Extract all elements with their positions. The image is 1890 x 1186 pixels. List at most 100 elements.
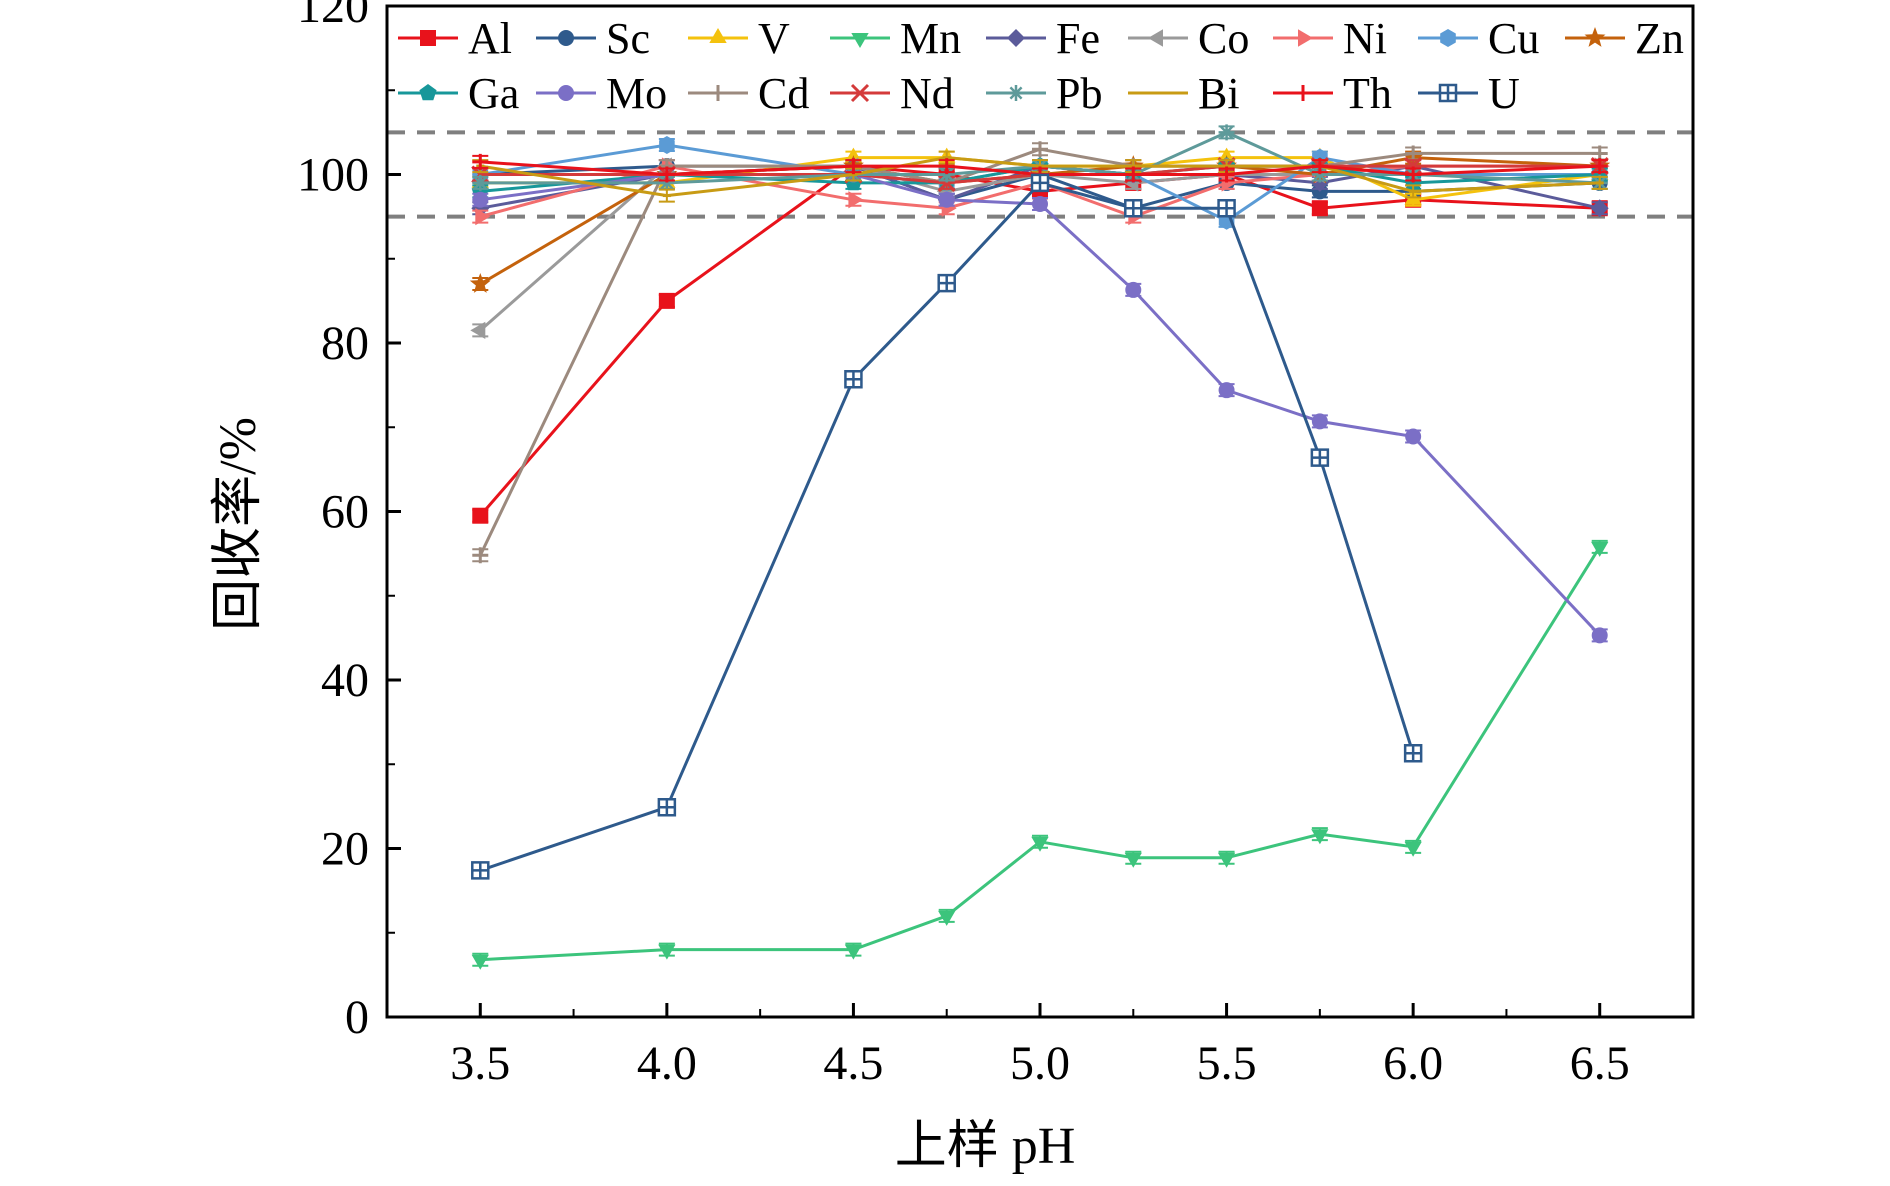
data-point-Zn xyxy=(469,273,491,293)
series-Al xyxy=(472,158,1608,524)
data-point-Cd xyxy=(472,547,489,564)
y-tick-label: 0 xyxy=(345,991,369,1044)
y-tick-label: 100 xyxy=(297,149,369,202)
data-point-Cu xyxy=(659,136,675,154)
series-Bi xyxy=(472,150,1608,203)
legend-marker-Mn xyxy=(851,33,869,48)
data-point-Mn xyxy=(938,910,956,926)
legend-item-Th: Th xyxy=(1273,69,1392,118)
data-point-Al xyxy=(472,507,489,524)
data-point-Mo xyxy=(1591,627,1608,644)
legend-item-Mo: Mo xyxy=(536,69,667,118)
legend-item-Pb: Pb xyxy=(986,69,1102,118)
legend-label-Bi: Bi xyxy=(1198,69,1240,118)
legend-item-Al: Al xyxy=(398,14,512,63)
legend-marker-Mo xyxy=(558,85,574,101)
legend-item-Ni: Ni xyxy=(1273,14,1387,63)
series-group xyxy=(469,124,1611,970)
y-tick-label: 60 xyxy=(321,486,369,539)
legend-item-V: V xyxy=(688,14,790,63)
data-point-Nd xyxy=(1404,157,1423,176)
data-point-U xyxy=(471,861,490,880)
y-axis-title: 回收率/% xyxy=(210,417,267,631)
data-point-Pb xyxy=(1218,124,1235,141)
data-point-Nd xyxy=(471,165,490,184)
series-Mo xyxy=(472,166,1608,644)
legend: Al Sc V Mn Fe Co Ni Cu Zn Ga Mo Cd Nd Pb Bi Th U xyxy=(398,14,1684,118)
legend-item-U: U xyxy=(1418,69,1520,118)
x-tick-label: 3.5 xyxy=(450,1037,510,1090)
legend-marker-Ni xyxy=(1298,29,1313,47)
data-point-Mn xyxy=(1404,841,1422,857)
data-point-Mo xyxy=(1218,382,1235,399)
x-axis-title: 上样 pH xyxy=(895,1118,1076,1175)
legend-label-Al: Al xyxy=(468,14,512,63)
legend-label-Co: Co xyxy=(1198,14,1249,63)
data-point-Pb xyxy=(658,174,675,191)
series-line-Mo xyxy=(480,173,1601,637)
data-point-Cd xyxy=(1405,145,1422,162)
series-Th xyxy=(472,153,1608,183)
data-point-U xyxy=(657,797,677,817)
data-point-Al xyxy=(1311,200,1328,217)
data-point-Fe xyxy=(1590,199,1609,218)
series-Mn xyxy=(471,539,1609,970)
legend-label-Zn: Zn xyxy=(1635,14,1684,63)
legend-marker-Al xyxy=(420,30,436,46)
legend-item-Zn: Zn xyxy=(1565,14,1684,63)
series-line-Pb xyxy=(480,130,1600,185)
legend-item-Sc: Sc xyxy=(536,14,650,63)
x-tick-label: 4.0 xyxy=(637,1037,697,1090)
data-point-Pb xyxy=(472,174,489,191)
data-point-V xyxy=(1217,147,1236,163)
legend-item-Ga: Ga xyxy=(398,69,519,118)
data-point-Mo xyxy=(1032,195,1048,212)
series-line-Th xyxy=(480,160,1600,177)
legend-marker-U xyxy=(1438,83,1458,103)
y-tick-label: 40 xyxy=(321,654,369,707)
data-point-U xyxy=(1403,744,1423,763)
data-point-Th xyxy=(1125,166,1142,183)
series-line-Cd xyxy=(478,147,1600,556)
data-point-Mn xyxy=(1124,852,1142,868)
axes-group: 3.5 4.0 4.5 5.0 5.5 6.0 6.5 0 20 40 60 80 100 120 xyxy=(297,0,1695,1090)
legend-marker-Zn xyxy=(1584,27,1606,47)
data-point-Th xyxy=(938,158,955,175)
series-line-Bi xyxy=(480,156,1600,198)
data-point-Th xyxy=(1405,166,1422,183)
legend-marker-Co xyxy=(1148,29,1163,47)
data-point-Al xyxy=(658,292,675,309)
data-point-Nd xyxy=(937,173,956,192)
legend-label-Nd: Nd xyxy=(900,69,954,118)
data-point-Mn xyxy=(1311,829,1329,845)
data-point-Mn xyxy=(844,944,863,960)
legend-marker-Cd xyxy=(710,85,726,101)
data-point-Mo xyxy=(1405,428,1422,445)
legend-item-Bi: Bi xyxy=(1128,69,1240,118)
x-tick-label: 6.0 xyxy=(1383,1037,1443,1090)
legend-item-Mn: Mn xyxy=(830,14,961,63)
data-point-Mn xyxy=(1031,836,1049,852)
legend-label-V: V xyxy=(758,14,790,63)
legend-label-Ni: Ni xyxy=(1343,14,1387,63)
legend-label-Cd: Cd xyxy=(758,69,809,118)
legend-label-Mo: Mo xyxy=(606,69,667,118)
legend-marker-Sc xyxy=(558,30,574,46)
data-point-Th xyxy=(845,158,862,175)
data-point-Mo xyxy=(472,191,489,208)
data-point-U xyxy=(937,273,956,293)
y-tick-label: 120 xyxy=(297,0,369,33)
legend-item-Nd: Nd xyxy=(830,69,954,118)
legend-item-Cd: Cd xyxy=(688,69,809,118)
legend-marker-V xyxy=(709,28,727,43)
legend-label-Fe: Fe xyxy=(1056,14,1100,63)
legend-label-U: U xyxy=(1488,69,1520,118)
data-point-Mo xyxy=(938,191,955,208)
legend-marker-Th xyxy=(1295,85,1311,101)
data-point-Th xyxy=(472,153,489,170)
legend-label-Cu: Cu xyxy=(1488,14,1539,63)
data-point-U xyxy=(1030,173,1050,193)
legend-label-Th: Th xyxy=(1343,69,1392,118)
